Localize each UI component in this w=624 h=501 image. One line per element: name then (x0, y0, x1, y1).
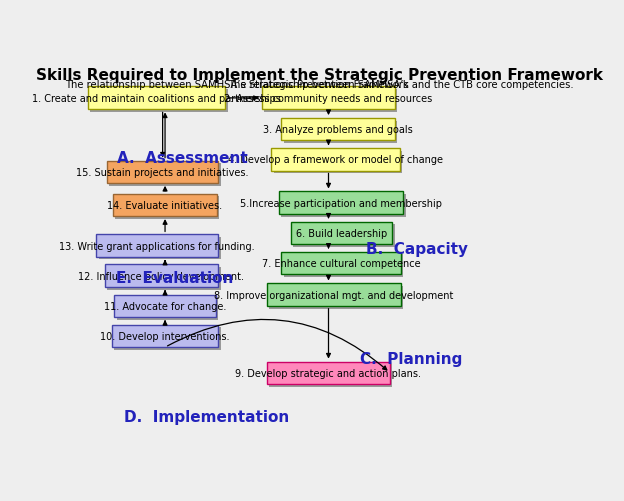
Text: 11. Advocate for change.: 11. Advocate for change. (104, 301, 227, 311)
FancyBboxPatch shape (96, 235, 218, 257)
FancyBboxPatch shape (291, 222, 392, 244)
FancyBboxPatch shape (117, 298, 218, 320)
FancyBboxPatch shape (87, 87, 225, 110)
FancyBboxPatch shape (262, 87, 395, 110)
FancyBboxPatch shape (113, 194, 217, 217)
FancyBboxPatch shape (293, 225, 395, 247)
FancyBboxPatch shape (114, 295, 216, 318)
FancyBboxPatch shape (107, 268, 221, 290)
Text: 9. Develop strategic and action plans.: 9. Develop strategic and action plans. (235, 368, 421, 378)
Text: 3. Analyze problems and goals: 3. Analyze problems and goals (263, 125, 413, 135)
Text: 7. Enhance cultural competence: 7. Enhance cultural competence (261, 259, 421, 269)
Text: Skills Required to Implement the Strategic Prevention Framework: Skills Required to Implement the Strateg… (36, 68, 603, 83)
Text: D.  Implementation: D. Implementation (124, 409, 289, 424)
FancyBboxPatch shape (264, 90, 397, 113)
FancyBboxPatch shape (281, 119, 395, 141)
FancyBboxPatch shape (266, 284, 401, 306)
FancyBboxPatch shape (269, 287, 404, 309)
FancyBboxPatch shape (283, 255, 404, 278)
FancyBboxPatch shape (269, 365, 392, 387)
FancyBboxPatch shape (112, 325, 218, 348)
Text: The relationship between SAMHSA’s Strategic Prevention Framework and the CTB cor: The relationship between SAMHSA’s Strate… (65, 79, 575, 89)
FancyBboxPatch shape (90, 90, 228, 113)
FancyArrowPatch shape (167, 320, 387, 370)
FancyBboxPatch shape (283, 121, 397, 144)
FancyBboxPatch shape (281, 252, 401, 275)
FancyBboxPatch shape (266, 362, 390, 384)
FancyBboxPatch shape (107, 161, 218, 183)
Text: 8. Improve organizational mgt. and development: 8. Improve organizational mgt. and devel… (214, 290, 454, 300)
FancyBboxPatch shape (281, 195, 406, 217)
Text: 5.Increase participation and membership: 5.Increase participation and membership (240, 198, 442, 208)
Text: 13. Write grant applications for funding.: 13. Write grant applications for funding… (59, 241, 255, 251)
Text: 14. Evaluate initiatives.: 14. Evaluate initiatives. (107, 200, 222, 210)
Text: 4. Develop a framework or model of change: 4. Develop a framework or model of chang… (228, 155, 443, 165)
Text: 10. Develop interventions.: 10. Develop interventions. (100, 331, 230, 341)
Text: 6. Build leadership: 6. Build leadership (296, 228, 387, 238)
FancyBboxPatch shape (271, 149, 399, 171)
FancyBboxPatch shape (115, 197, 219, 219)
Text: The relationship between SAMHSA’s: The relationship between SAMHSA’s (228, 79, 412, 89)
FancyBboxPatch shape (114, 328, 221, 350)
Text: 2. Assess community needs and resources: 2. Assess community needs and resources (224, 94, 432, 104)
Text: The relationship between SAMHSA’s Strategic Prevention Framework and the CTB cor: The relationship between SAMHSA’s Strate… (66, 79, 574, 89)
Text: B.  Capacity: B. Capacity (366, 241, 467, 257)
Text: 15. Sustain projects and initiatives.: 15. Sustain projects and initiatives. (76, 167, 249, 177)
Text: C.  Planning: C. Planning (361, 352, 463, 367)
Text: A.  Assessment: A. Assessment (117, 151, 247, 166)
Text: E.  Evaluation: E. Evaluation (116, 271, 233, 286)
Text: 12. Influence policy development.: 12. Influence policy development. (79, 271, 245, 281)
FancyBboxPatch shape (99, 237, 221, 260)
FancyBboxPatch shape (109, 164, 221, 186)
FancyBboxPatch shape (105, 265, 218, 288)
FancyArrowPatch shape (161, 113, 165, 157)
Text: 1. Create and maintain coalitions and partnerships: 1. Create and maintain coalitions and pa… (32, 94, 281, 104)
FancyBboxPatch shape (279, 192, 404, 214)
FancyBboxPatch shape (274, 151, 402, 174)
